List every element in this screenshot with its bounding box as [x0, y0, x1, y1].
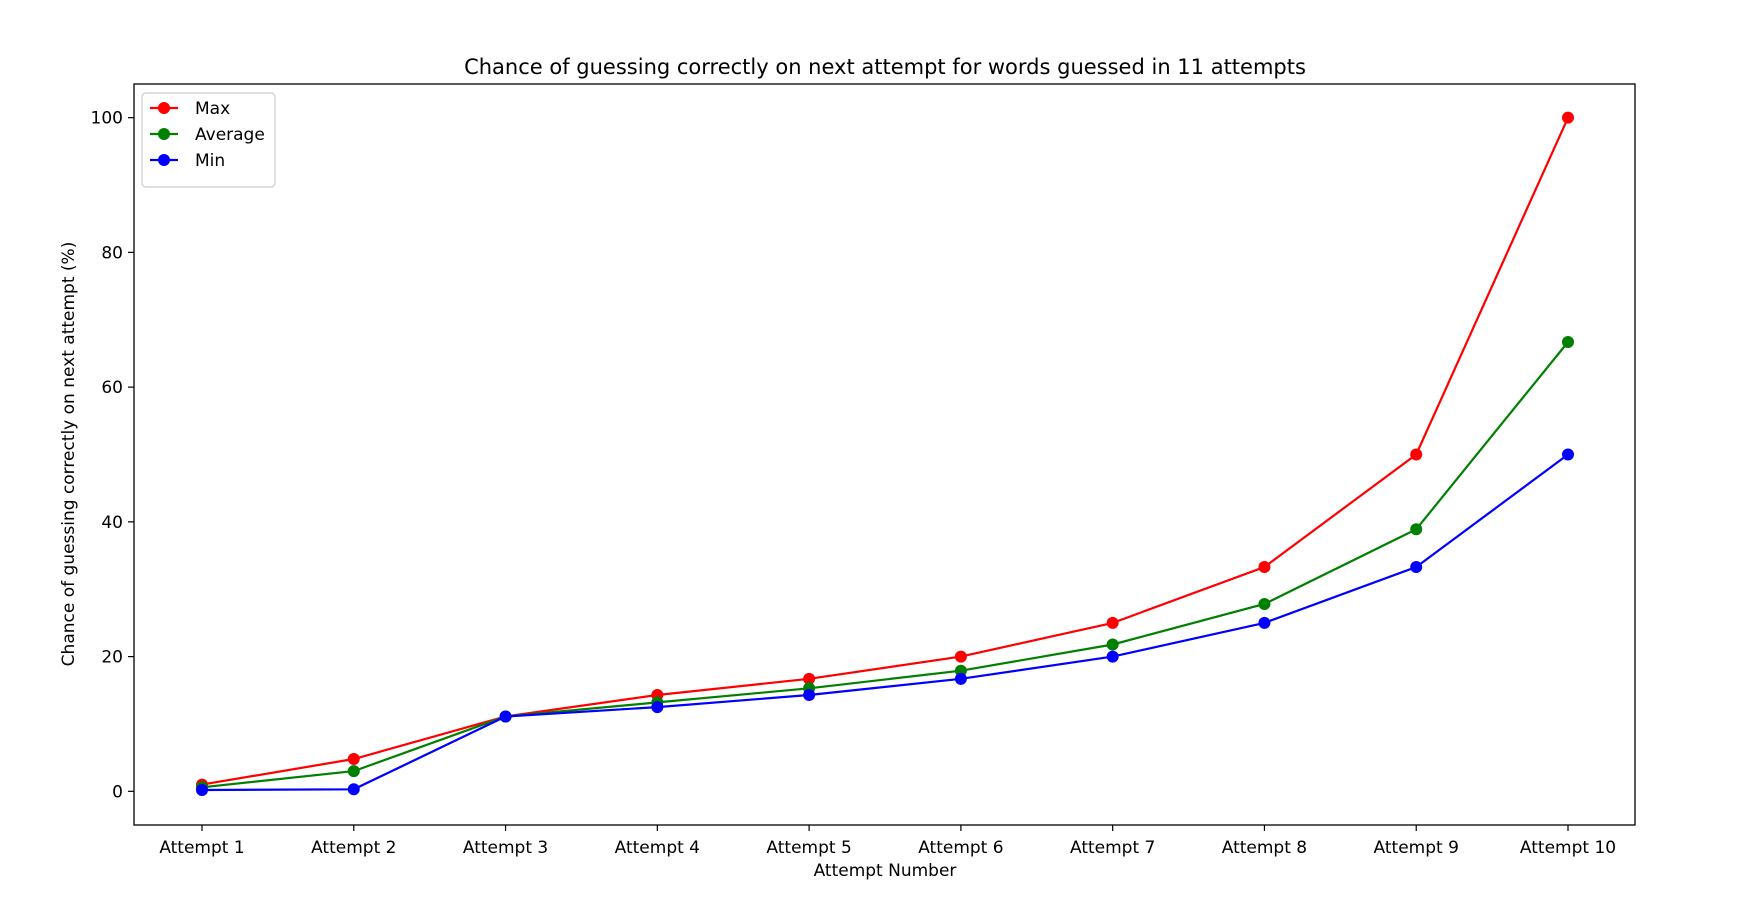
- legend-marker-max: [158, 102, 170, 114]
- x-tick-label: Attempt 10: [1520, 838, 1616, 858]
- data-point-average: [347, 765, 360, 778]
- y-tick-label: 80: [101, 243, 123, 263]
- data-point-min: [803, 688, 816, 701]
- x-tick-label: Attempt 2: [311, 838, 396, 858]
- plot-area: [196, 111, 1574, 796]
- x-tick-label: Attempt 9: [1374, 838, 1459, 858]
- legend-marker-min: [158, 154, 170, 166]
- legend-marker-average: [158, 128, 170, 140]
- x-tick-label: Attempt 7: [1070, 838, 1155, 858]
- y-tick-label: 20: [101, 648, 123, 668]
- chart-title: Chance of guessing correctly on next att…: [464, 55, 1306, 79]
- data-point-min: [651, 701, 664, 714]
- series-line-min: [201, 453, 1569, 792]
- legend: Max Average Min: [141, 92, 276, 188]
- series-line-max: [201, 117, 1570, 786]
- x-tick-label: Attempt 8: [1222, 838, 1307, 858]
- data-point-max: [347, 752, 360, 765]
- data-point-min: [1410, 560, 1423, 573]
- x-tick-label: Attempt 5: [766, 838, 851, 858]
- x-tick-label: Attempt 6: [918, 838, 1003, 858]
- data-point-min: [1258, 616, 1271, 629]
- data-point-average: [1258, 598, 1271, 611]
- data-point-min: [347, 783, 360, 796]
- y-axis: 0 20 40 60 80 100: [91, 109, 134, 802]
- data-point-average: [1106, 638, 1119, 651]
- y-tick-label: 40: [101, 513, 123, 533]
- y-tick-label: 100: [91, 109, 123, 129]
- y-axis-label: Chance of guessing correctly on next att…: [59, 242, 79, 667]
- y-tick-label: 60: [101, 378, 123, 398]
- data-point-max: [1562, 111, 1574, 124]
- data-point-average: [1410, 523, 1423, 536]
- data-point-max: [1258, 560, 1271, 573]
- legend-label-min: Min: [195, 151, 225, 171]
- data-point-min: [196, 783, 208, 796]
- data-point-max: [1106, 616, 1119, 629]
- data-point-min: [499, 710, 512, 723]
- y-tick-label: 0: [112, 782, 123, 802]
- x-axis: Attempt 1 Attempt 2 Attempt 3 Attempt 4 Atte…: [159, 825, 1616, 858]
- series-line-average: [201, 341, 1569, 789]
- legend-box: [141, 92, 276, 188]
- legend-label-average: Average: [195, 125, 265, 145]
- legend-label-max: Max: [195, 99, 230, 119]
- x-tick-label: Attempt 3: [463, 838, 548, 858]
- x-tick-label: Attempt 1: [159, 838, 244, 858]
- data-point-average: [1562, 336, 1574, 349]
- data-point-min: [1106, 650, 1119, 663]
- plot-frame: [133, 83, 1636, 826]
- data-point-max: [954, 650, 967, 663]
- data-point-max: [803, 672, 816, 685]
- data-point-max: [1410, 448, 1423, 461]
- x-tick-label: Attempt 4: [615, 838, 700, 858]
- x-axis-label: Attempt Number: [814, 861, 957, 881]
- data-point-min: [1562, 448, 1574, 461]
- data-point-min: [954, 672, 967, 685]
